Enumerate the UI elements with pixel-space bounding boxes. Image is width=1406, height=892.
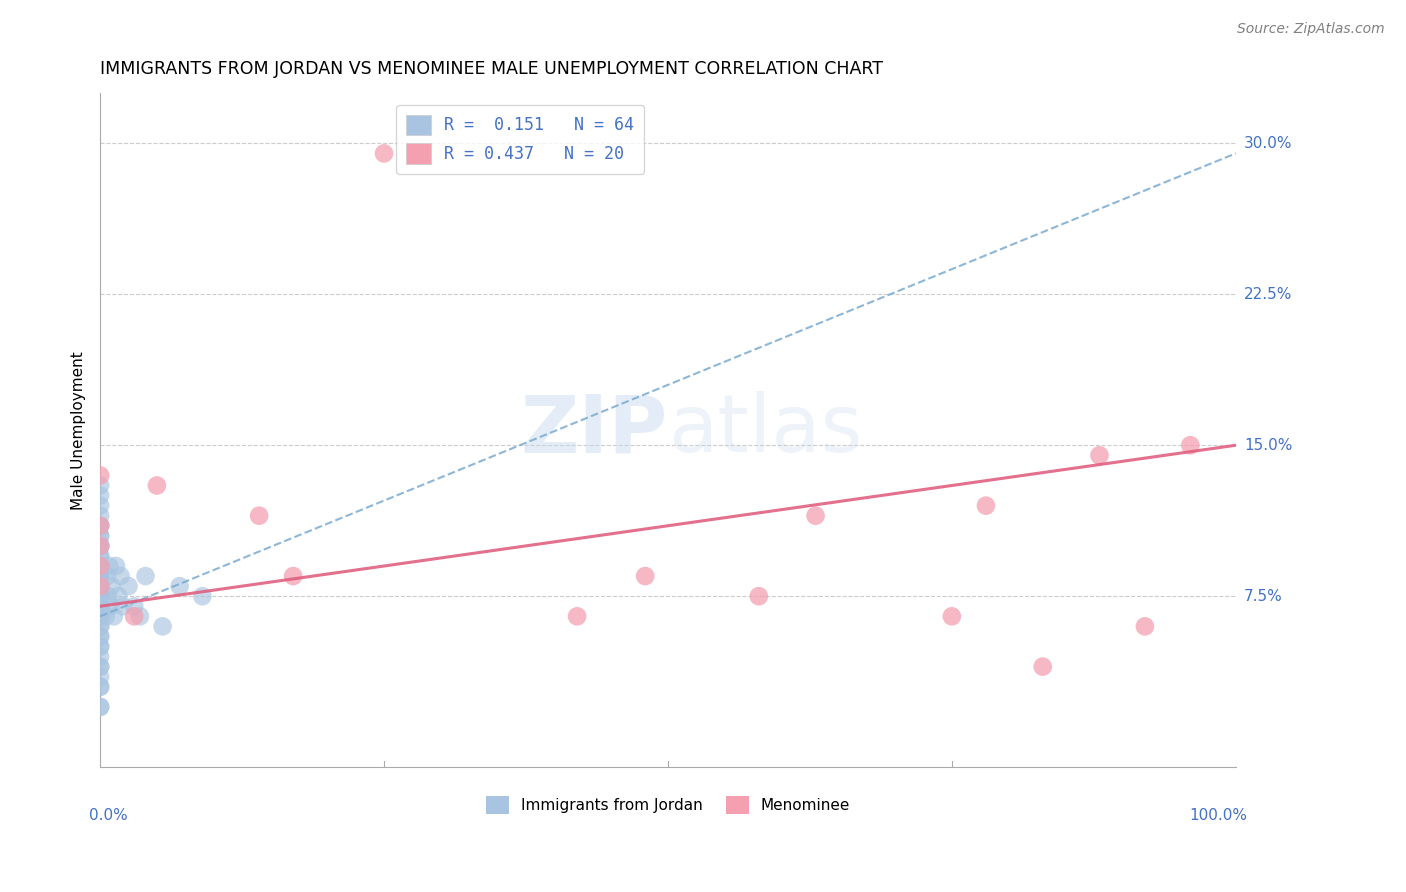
Point: [89, 619, 111, 633]
Point: [111, 599, 134, 614]
Point: [89, 529, 111, 543]
Point: [89, 619, 111, 633]
Text: 7.5%: 7.5%: [1244, 589, 1282, 604]
Point: [89, 599, 111, 614]
Point: [89, 699, 111, 714]
Point: [89, 699, 111, 714]
Point: [89, 549, 111, 563]
Point: [98, 599, 121, 614]
Point: [89, 589, 111, 603]
Point: [135, 569, 157, 583]
Point: [89, 569, 111, 583]
Point: [1088, 448, 1111, 462]
Point: [89, 559, 111, 574]
Point: [89, 579, 111, 593]
Point: [89, 589, 111, 603]
Point: [804, 508, 827, 523]
Point: [1032, 659, 1054, 673]
Point: [373, 146, 395, 161]
Point: [89, 478, 111, 492]
Text: 15.0%: 15.0%: [1244, 438, 1292, 453]
Point: [89, 630, 111, 644]
Text: atlas: atlas: [668, 392, 862, 469]
Point: [283, 569, 305, 583]
Point: [89, 559, 111, 574]
Point: [89, 489, 111, 503]
Point: [89, 659, 111, 673]
Point: [122, 599, 145, 614]
Point: [110, 569, 132, 583]
Text: IMMIGRANTS FROM JORDAN VS MENOMINEE MALE UNEMPLOYMENT CORRELATION CHART: IMMIGRANTS FROM JORDAN VS MENOMINEE MALE…: [100, 60, 883, 78]
Point: [191, 589, 214, 603]
Point: [89, 680, 111, 694]
Legend: Immigrants from Jordan, Menominee: Immigrants from Jordan, Menominee: [479, 789, 856, 821]
Point: [146, 478, 169, 492]
Point: [117, 579, 139, 593]
Point: [96, 569, 118, 583]
Point: [89, 549, 111, 563]
Point: [565, 609, 588, 624]
Point: [89, 589, 111, 603]
Point: [89, 670, 111, 684]
Point: [89, 508, 111, 523]
Text: 0.0%: 0.0%: [89, 808, 128, 822]
Point: [89, 539, 111, 553]
Point: [89, 499, 111, 513]
Point: [94, 609, 117, 624]
Point: [1133, 619, 1156, 633]
Point: [89, 539, 111, 553]
Point: [89, 599, 111, 614]
Point: [89, 630, 111, 644]
Point: [89, 539, 111, 553]
Point: [89, 569, 111, 583]
Point: [89, 680, 111, 694]
Text: Source: ZipAtlas.com: Source: ZipAtlas.com: [1237, 22, 1385, 37]
Point: [89, 599, 111, 614]
Point: [128, 609, 150, 624]
Point: [89, 579, 111, 593]
Point: [89, 518, 111, 533]
Text: 22.5%: 22.5%: [1244, 287, 1292, 301]
Point: [974, 499, 997, 513]
Point: [152, 619, 174, 633]
Point: [89, 559, 111, 574]
Point: [107, 589, 129, 603]
Point: [103, 609, 125, 624]
Y-axis label: Male Unemployment: Male Unemployment: [72, 351, 86, 509]
Point: [89, 640, 111, 654]
Point: [89, 640, 111, 654]
Point: [941, 609, 963, 624]
Point: [89, 579, 111, 593]
Point: [89, 539, 111, 553]
Point: [122, 609, 145, 624]
Point: [89, 579, 111, 593]
Point: [634, 569, 657, 583]
Point: [169, 579, 191, 593]
Point: [89, 579, 111, 593]
Point: [89, 518, 111, 533]
Text: 100.0%: 100.0%: [1189, 808, 1247, 822]
Point: [98, 559, 121, 574]
Point: [89, 569, 111, 583]
Point: [89, 529, 111, 543]
Point: [89, 609, 111, 624]
Point: [89, 609, 111, 624]
Point: [1180, 438, 1202, 452]
Point: [97, 589, 120, 603]
Point: [89, 659, 111, 673]
Text: 30.0%: 30.0%: [1244, 136, 1292, 151]
Point: [247, 508, 270, 523]
Point: [100, 579, 122, 593]
Text: ZIP: ZIP: [520, 392, 668, 469]
Point: [89, 468, 111, 483]
Point: [748, 589, 770, 603]
Point: [89, 518, 111, 533]
Point: [89, 649, 111, 664]
Point: [105, 559, 128, 574]
Point: [89, 559, 111, 574]
Point: [89, 599, 111, 614]
